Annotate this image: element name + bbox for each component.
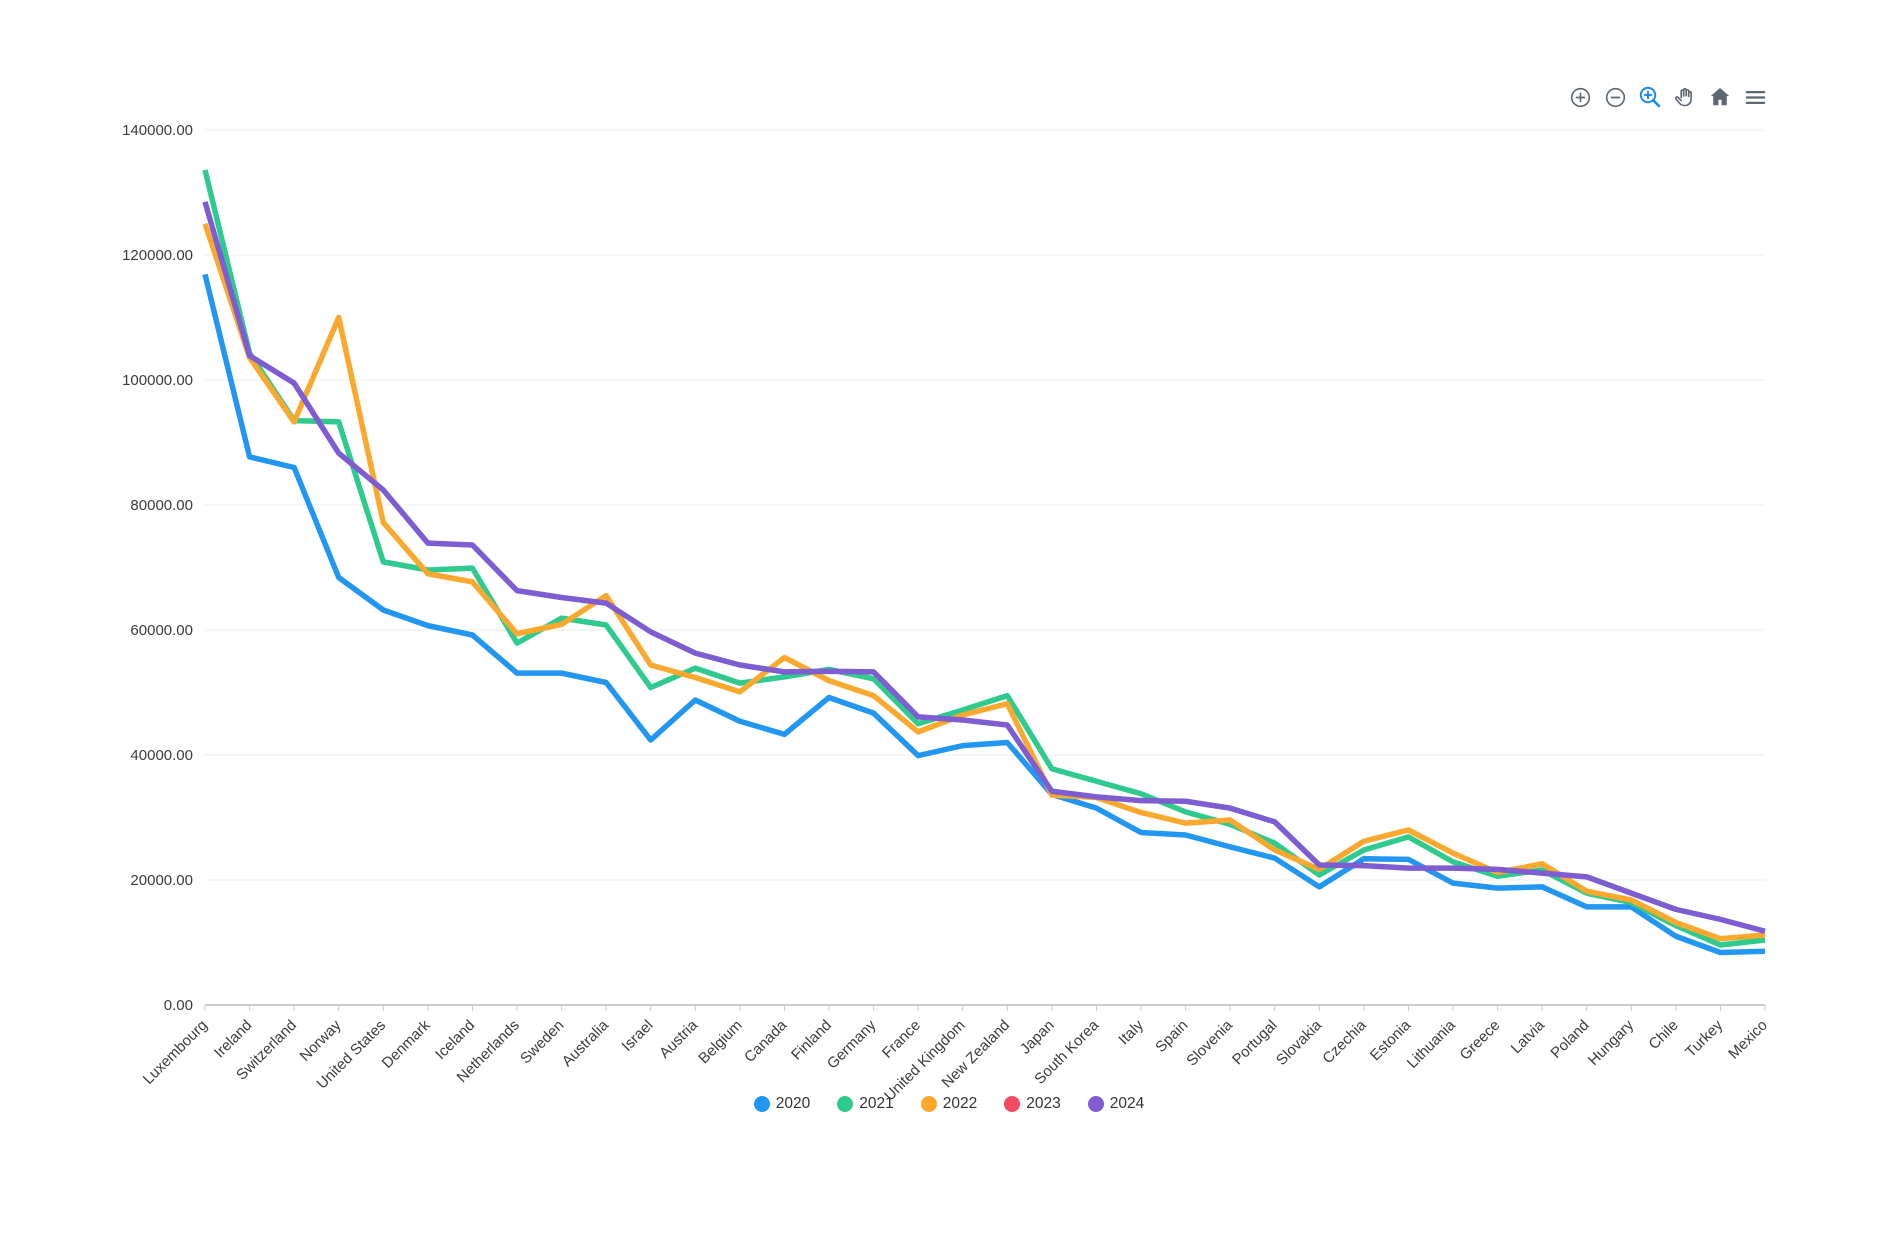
x-tick-label: Portugal xyxy=(1229,1017,1281,1069)
y-tick-label: 20000.00 xyxy=(130,872,193,889)
menu-button[interactable] xyxy=(1742,84,1768,110)
zoom-in-icon xyxy=(1569,86,1592,109)
x-tick-label: Belgium xyxy=(695,1017,745,1067)
y-tick-label: 120000.00 xyxy=(122,247,193,264)
box-zoom-button[interactable] xyxy=(1637,84,1663,110)
x-tick-label: Latvia xyxy=(1508,1016,1549,1057)
y-tick-label: 40000.00 xyxy=(130,747,193,764)
y-tick-label: 140000.00 xyxy=(122,122,193,139)
legend-item-2022[interactable]: 2022 xyxy=(920,1095,978,1112)
box-zoom-icon xyxy=(1638,85,1662,109)
x-tick-label: Lithuania xyxy=(1404,1016,1460,1072)
x-tick-label: Canada xyxy=(741,1016,791,1066)
y-tick-label: 60000.00 xyxy=(130,622,193,639)
legend-label: 2022 xyxy=(942,1095,978,1112)
legend-item-2024[interactable]: 2024 xyxy=(1087,1095,1145,1112)
zoom-out-button[interactable] xyxy=(1602,84,1628,110)
x-tick-label: Hungary xyxy=(1585,1016,1637,1068)
legend-swatch xyxy=(920,1096,937,1112)
x-tick-label: Slovakia xyxy=(1273,1016,1326,1069)
x-tick-label: Denmark xyxy=(379,1016,434,1071)
x-tick-label: Luxembourg xyxy=(140,1017,211,1088)
x-tick-label: Turkey xyxy=(1682,1016,1726,1060)
x-tick-label: Australia xyxy=(559,1016,613,1070)
x-tick-label: Czechia xyxy=(1319,1016,1370,1067)
menu-icon xyxy=(1743,86,1768,109)
legend-label: 2021 xyxy=(859,1095,894,1112)
y-tick-label: 80000.00 xyxy=(130,497,193,514)
x-tick-label: Mexico xyxy=(1725,1017,1771,1063)
x-tick-label: Ireland xyxy=(211,1017,255,1061)
pan-button[interactable] xyxy=(1672,84,1698,110)
legend-swatch xyxy=(837,1096,854,1112)
x-axis: Luxembourg IrelandSwitzerlandNorwayUnited… xyxy=(140,1005,1771,1104)
x-tick-label: Slovenia xyxy=(1183,1016,1236,1069)
series-line-2024 xyxy=(202,201,1766,934)
legend-item-2021[interactable]: 2021 xyxy=(837,1095,894,1112)
plot-area[interactable] xyxy=(205,130,1765,1005)
y-axis: 0.00 20000.00 40000.00 60000.00 80000.00 1000… xyxy=(122,122,1765,1014)
x-tick-label: United Kingdom xyxy=(881,1017,968,1104)
x-tick-label: Greece xyxy=(1457,1017,1504,1064)
chart-toolbar xyxy=(1567,84,1768,110)
series-line-2020 xyxy=(202,273,1766,956)
x-tick-label: Israel xyxy=(619,1017,657,1055)
pan-icon xyxy=(1673,85,1697,109)
x-tick-label: Germany xyxy=(824,1016,880,1072)
y-tick-label: 100000.00 xyxy=(122,372,193,389)
legend-label: 2023 xyxy=(1026,1095,1061,1112)
x-tick-label: Chile xyxy=(1645,1017,1681,1053)
chart-legend: 2020 2021 2022 2023 2024 xyxy=(0,1096,1898,1112)
zoom-out-icon xyxy=(1604,86,1627,109)
zoom-in-button[interactable] xyxy=(1567,84,1593,110)
legend-swatch xyxy=(753,1096,770,1112)
legend-item-2023[interactable]: 2023 xyxy=(1004,1095,1061,1112)
legend-label: 2024 xyxy=(1109,1095,1145,1112)
series-line-2021 xyxy=(202,169,1766,948)
home-icon xyxy=(1708,85,1732,109)
y-tick-label: 0.00 xyxy=(164,997,193,1014)
legend-item-2020[interactable]: 2020 xyxy=(753,1095,811,1112)
legend-swatch xyxy=(1004,1096,1021,1112)
home-button[interactable] xyxy=(1707,84,1733,110)
x-tick-label: Japan xyxy=(1017,1017,1058,1058)
x-tick-label: Italy xyxy=(1115,1016,1147,1048)
legend-swatch xyxy=(1087,1096,1104,1112)
x-tick-label: Spain xyxy=(1152,1017,1191,1056)
legend-label: 2020 xyxy=(775,1095,811,1112)
